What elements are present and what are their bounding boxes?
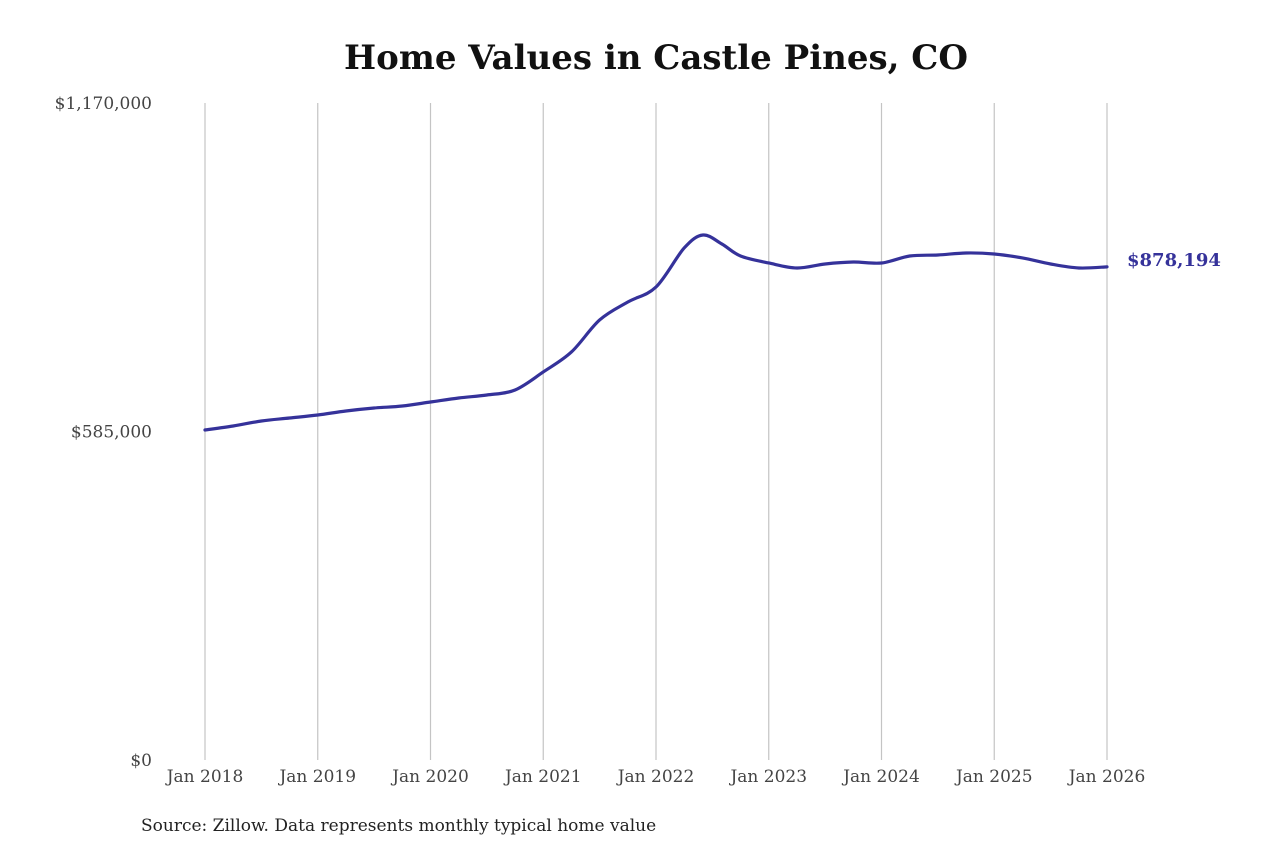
x-tick-label: Jan 2026 <box>1067 767 1146 787</box>
x-tick-label: Jan 2023 <box>728 767 807 787</box>
series-line <box>203 233 1109 432</box>
y-tick-label: $585,000 <box>71 423 152 443</box>
chart-title: Home Values in Castle Pines, CO <box>344 38 968 78</box>
x-tick-label: Jan 2019 <box>277 767 356 787</box>
x-tick-label: Jan 2020 <box>390 767 469 787</box>
y-tick-label: $1,170,000 <box>55 94 152 114</box>
y-tick-label: $0 <box>130 751 152 771</box>
x-tick-label: Jan 2021 <box>503 767 582 787</box>
x-tick-label: Jan 2024 <box>841 767 920 787</box>
source-note: Source: Zillow. Data represents monthly … <box>141 816 657 836</box>
x-tick-label: Jan 2022 <box>616 767 695 787</box>
x-tick-label: Jan 2025 <box>954 767 1033 787</box>
x-tick-label: Jan 2018 <box>165 767 244 787</box>
end-value-label: $878,194 <box>1127 250 1221 271</box>
